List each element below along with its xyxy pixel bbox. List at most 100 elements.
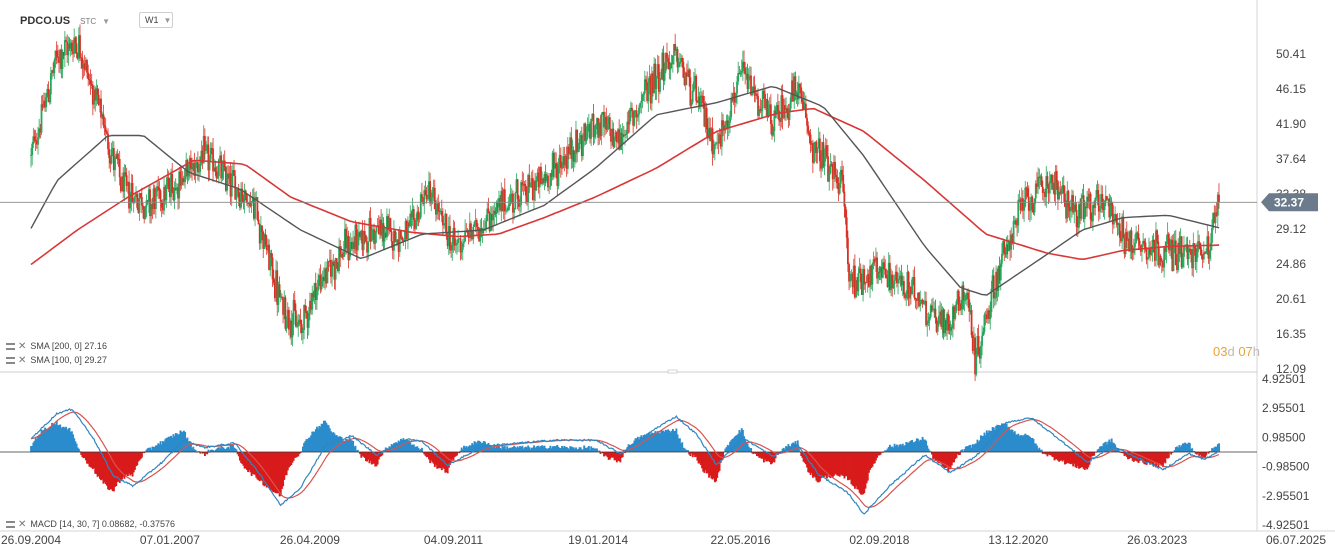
macd-histogram-bar	[673, 430, 676, 452]
candle-up	[338, 246, 340, 271]
candle-up	[254, 199, 256, 219]
macd-histogram-bar	[815, 452, 818, 481]
candle-up	[302, 330, 304, 333]
candle-up	[311, 292, 314, 310]
chevron-down-icon[interactable]: ▼	[102, 16, 111, 26]
macd-histogram-bar	[305, 439, 308, 452]
close-icon[interactable]: ✕	[18, 340, 27, 352]
macd-histogram-bar	[103, 452, 106, 483]
macd-histogram-bar	[656, 431, 659, 452]
candle-down	[401, 237, 403, 241]
macd-histogram-bar	[360, 452, 363, 458]
settings-icon[interactable]	[6, 520, 15, 528]
macd-histogram-bar	[240, 452, 243, 463]
macd-histogram-bar	[528, 447, 531, 452]
macd-histogram-bar	[559, 448, 562, 452]
macd-histogram-bar	[82, 452, 85, 459]
candle-up	[760, 108, 763, 112]
macd-histogram-bar	[51, 422, 54, 452]
macd-histogram-bar	[377, 452, 380, 460]
candle-up	[564, 155, 567, 166]
macd-histogram-bar	[444, 452, 447, 473]
macd-histogram-bar	[1048, 452, 1051, 456]
candle-down	[91, 85, 94, 105]
macd-histogram-bar	[1207, 452, 1210, 454]
macd-histogram-bar	[796, 440, 799, 452]
candle-up	[720, 120, 723, 147]
candle-up	[697, 96, 700, 103]
pane-resize-handle[interactable]	[667, 369, 678, 374]
candle-up	[1142, 240, 1145, 245]
macd-histogram-bar	[307, 437, 310, 452]
macd-histogram-bar	[769, 452, 772, 465]
candle-up	[789, 97, 792, 109]
macd-histogram-bar	[1187, 442, 1190, 452]
candle-down	[268, 244, 270, 270]
macd-histogram-bar	[1023, 434, 1026, 452]
macd-histogram-bar	[713, 452, 716, 483]
candle-down	[859, 268, 862, 283]
candle-up	[1155, 230, 1157, 261]
candle-up	[439, 211, 442, 212]
candle-down	[233, 170, 235, 176]
macd-histogram-bar	[715, 452, 718, 482]
macd-histogram-bar	[1092, 452, 1094, 456]
macd-histogram-bar	[1135, 452, 1138, 461]
candle-up	[1054, 171, 1057, 195]
macd-histogram-bar	[732, 438, 735, 452]
macd-histogram-bar	[394, 442, 397, 452]
macd-histogram-bar	[543, 445, 546, 452]
candle-up	[590, 118, 593, 139]
interval-select[interactable]: W1 ▼	[139, 12, 173, 28]
settings-icon[interactable]	[6, 342, 15, 350]
macd-histogram-bar	[513, 445, 516, 452]
macd-histogram-bar	[873, 452, 876, 464]
candle-down	[86, 60, 88, 73]
macd-histogram-bar	[175, 433, 178, 452]
candle-down	[1065, 206, 1068, 219]
macd-histogram-bar	[828, 452, 831, 478]
candle-down	[1102, 201, 1105, 210]
candle-up	[747, 78, 750, 89]
candle-down	[610, 128, 612, 142]
macd-histogram-bar	[1121, 452, 1124, 454]
macd-histogram-bar	[251, 452, 254, 474]
macd-histogram-bar	[351, 440, 353, 452]
macd-histogram-bar	[913, 442, 916, 452]
symbol-label[interactable]: PDCO.US	[20, 15, 71, 27]
legend-macd: ✕ MACD [14, 30, 7] 0.08682, -0.37576	[6, 518, 175, 530]
settings-icon[interactable]	[6, 356, 15, 364]
macd-histogram-bar	[512, 447, 514, 452]
candle-up	[862, 269, 864, 295]
candle-up	[980, 345, 982, 359]
candle-down	[744, 67, 747, 75]
macd-histogram-bar	[519, 446, 521, 452]
macd-histogram-bar	[121, 452, 124, 480]
candle-down	[94, 89, 97, 101]
macd-histogram-bar	[710, 452, 713, 479]
macd-histogram-bar	[221, 446, 224, 452]
macd-histogram-bar	[429, 452, 432, 464]
candle-down	[746, 73, 749, 89]
close-icon[interactable]: ✕	[18, 518, 27, 530]
candle-down	[487, 208, 490, 213]
candle-down	[164, 186, 167, 201]
macd-histogram-bar	[1033, 443, 1036, 452]
macd-histogram-bar	[610, 452, 612, 458]
candle-up	[426, 196, 429, 200]
candle-down	[851, 274, 854, 288]
macd-histogram-bar	[636, 436, 639, 452]
candle-up	[529, 186, 532, 188]
candle-down	[731, 98, 734, 102]
macd-histogram-bar	[1215, 446, 1218, 452]
macd-histogram-bar	[373, 452, 376, 464]
candle-down	[1153, 242, 1156, 261]
candle-up	[713, 144, 716, 150]
macd-histogram-bar	[485, 444, 488, 452]
candle-down	[186, 159, 189, 177]
macd-histogram-bar	[316, 426, 318, 452]
macd-histogram-bar	[122, 452, 125, 477]
candle-up	[535, 180, 538, 191]
close-icon[interactable]: ✕	[18, 354, 27, 366]
